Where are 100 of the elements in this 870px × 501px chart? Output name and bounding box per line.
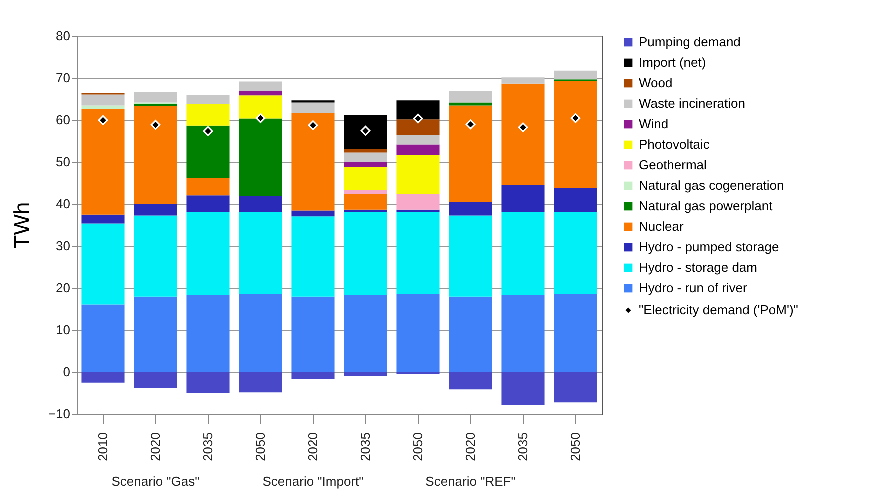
bar [239,372,282,393]
bar [502,84,545,186]
bar [82,94,125,106]
point [203,126,214,136]
x-tick-label: 2010 [95,432,110,462]
bar [82,372,125,383]
bar [396,294,440,372]
bar [396,120,440,136]
bar [134,216,178,297]
bar [502,78,545,84]
point [98,115,108,126]
bar [449,216,492,297]
bar [239,91,282,96]
bar [292,216,335,297]
x-tick-label: 2020 [462,432,478,462]
bar [554,80,598,188]
y-axis-title: TWh [9,202,34,249]
bar [344,194,388,210]
bar [82,214,125,224]
legend-label: Geothermal [639,158,708,172]
bar [554,212,598,294]
bar [239,96,282,119]
text: Scenario "REF" [426,474,516,489]
bar [239,118,282,196]
bar [134,372,178,388]
bar [134,106,178,204]
bar [396,144,440,156]
bar [396,136,440,145]
y-tick-label: 30 [56,238,70,254]
bar [502,212,545,296]
bar [186,178,230,196]
text: Scenario "Gas" [112,474,200,489]
y-tick-label: 60 [56,112,70,128]
text: Scenario "Import" [262,474,364,489]
bar [344,372,388,376]
legend-label: "Electricity demand ('PoM')" [639,302,799,318]
y-tick-label: 70 [56,70,70,86]
bar [344,114,388,150]
bar [502,295,545,372]
legend-label: Hydro - storage dam [639,260,758,275]
bar [554,188,598,212]
bar [134,104,178,107]
x-tick-label: 2035 [200,432,216,462]
bar [449,106,492,202]
legend-label: Natural gas cogeneration [639,178,784,193]
bar [186,95,230,104]
y-tick-label: 50 [56,154,70,170]
bar [239,294,282,372]
bar [239,196,282,212]
y-tick-label: 40 [56,196,70,212]
bar [292,102,335,114]
y-tick-label: 10 [56,322,70,338]
bar [292,296,335,372]
legend-label: Hydro - run of river [639,280,748,296]
bar [186,372,230,394]
bar [186,196,230,212]
bar [82,106,125,110]
point [518,122,528,132]
x-tick-label: 2035 [515,432,530,462]
bar [239,82,282,92]
point [360,126,371,136]
bar [186,104,230,126]
y-tick-label: 80 [56,28,70,44]
bar [502,186,545,212]
bar [554,372,598,403]
bar [554,294,598,372]
y-tick-label: 20 [56,280,70,296]
bar [396,372,440,375]
point [466,120,476,130]
bar [449,91,492,103]
y-tick-label: 0 [63,364,70,380]
bar [82,110,125,215]
bar [344,190,388,194]
y-tick-label: −10 [48,406,70,422]
bar [82,304,125,372]
bar [449,372,492,390]
bar [134,92,178,103]
bar [186,212,230,296]
bar [502,372,545,406]
bar [344,295,388,372]
bar [554,70,598,80]
x-tick-label: 2050 [252,432,268,462]
legend-label: Waste incineration [639,96,746,111]
bar [134,204,178,216]
bar [396,194,440,210]
legend-label: Import (net) [639,55,706,70]
bar [344,152,388,162]
bar [344,212,388,296]
bar [292,210,335,217]
x-tick-label: 2020 [305,432,320,462]
bar [344,162,388,168]
bar [292,113,335,211]
x-tick-label: 2035 [358,432,373,462]
bar [344,167,388,190]
x-tick-label: 2050 [410,432,426,462]
legend-label: Wood [639,76,673,90]
point [413,114,424,124]
bar [186,295,230,372]
point [570,113,581,124]
x-tick-label: 2050 [568,432,583,462]
